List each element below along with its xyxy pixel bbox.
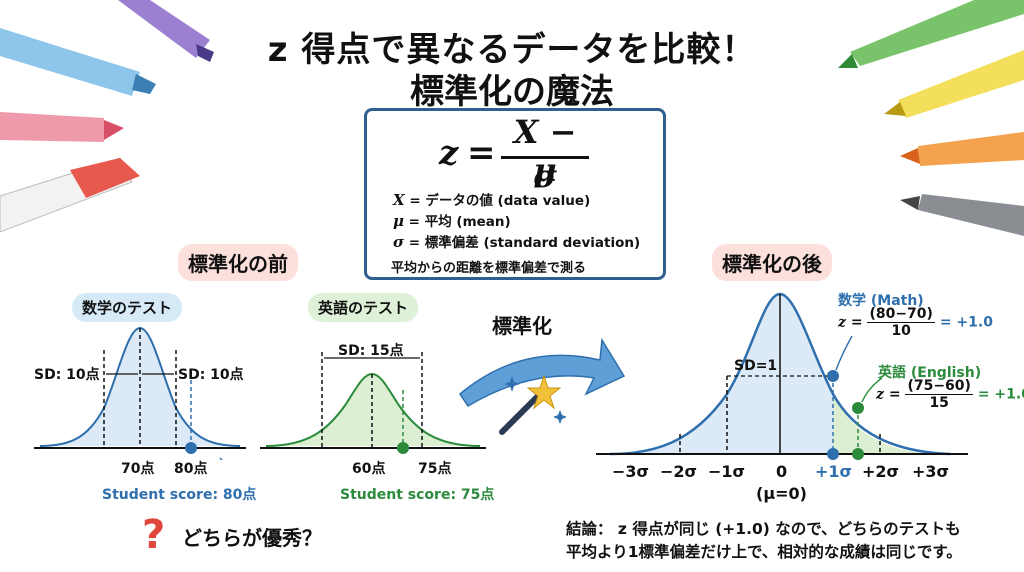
conclusion-line2: 平均より1標準偏差だけ上で、相対的な成績は同じです。 <box>566 543 962 561</box>
red-marker-icon <box>0 157 140 233</box>
markers-right <box>838 0 1024 236</box>
math-student-score: Student score: 80点 <box>102 487 257 503</box>
standard-curve-fill-blue <box>610 294 833 454</box>
standard-mean-label: (μ=0) <box>756 484 807 503</box>
english-distribution-chart <box>260 352 486 454</box>
green-marker-icon <box>838 0 1024 68</box>
math-pointer-arrow <box>219 457 223 460</box>
english-z-label: 英語 (English) <box>878 365 982 381</box>
english-test-label: 英語のテスト <box>308 293 419 322</box>
english-z-point-curve <box>852 402 864 414</box>
math-sd-right-label: SD: 10点 <box>178 367 244 383</box>
markers-left <box>0 0 214 233</box>
formula-note: 平均からの距離を標準偏差で測る <box>391 261 587 276</box>
purple-marker-icon <box>118 0 214 62</box>
orange-marker-icon <box>900 132 1024 166</box>
math-callout-arrow <box>835 335 853 371</box>
math-mean-label: 70点 <box>121 461 155 477</box>
english-score-label: 75点 <box>418 461 452 477</box>
formula-fraction-bar <box>501 156 589 159</box>
before-heading: 標準化の前 <box>178 244 298 281</box>
math-student-point <box>185 442 197 454</box>
math-sd-left-label: SD: 10点 <box>34 367 100 383</box>
formula-z: z <box>439 133 459 173</box>
math-z-formula: z = (80−70) 10 = +1.0 <box>838 306 993 340</box>
question-mark-icon: ? <box>142 512 166 558</box>
tick-minus3: −3σ <box>612 462 649 481</box>
english-z-point-axis <box>852 448 864 460</box>
formula-box: z = X − μ σ X = データの値 (data value) μ = 平… <box>364 108 666 280</box>
page-title-line1: z 得点で異なるデータを比較！ <box>267 30 757 70</box>
after-heading: 標準化の後 <box>712 244 832 281</box>
blue-marker-icon <box>0 28 156 96</box>
question-text: どちらが優秀？ <box>182 526 322 550</box>
standard-normal-chart <box>596 292 968 460</box>
tick-zero: 0 <box>776 462 788 481</box>
tick-plus3: +3σ <box>912 462 949 481</box>
standardize-arrow-label: 標準化 <box>492 314 552 338</box>
magic-wand-icon <box>499 374 567 435</box>
formula-numerator: X − μ <box>513 113 577 189</box>
english-callout-arrow <box>861 377 883 403</box>
english-z-formula: z = (75−60)15 = +1.0 <box>876 378 1024 412</box>
math-test-label: 数学のテスト <box>72 293 183 322</box>
formula-denominator: σ <box>533 157 557 195</box>
math-score-label: 80点 <box>174 461 208 477</box>
definition-sigma: σ = 標準偏差 (standard deviation) <box>393 233 641 251</box>
gray-marker-icon <box>900 194 1024 236</box>
math-z-point-curve <box>827 370 839 382</box>
english-curve-fill <box>266 374 480 446</box>
conclusion-line1: 結論： z 得点が同じ (+1.0) なので、どちらのテストも <box>566 520 961 538</box>
english-mean-label: 60点 <box>352 461 386 477</box>
page-title-line2: 標準化の魔法 <box>410 72 614 112</box>
standard-sd-label: SD=1 <box>734 358 778 374</box>
definition-x: X = データの値 (data value) <box>393 191 591 209</box>
english-student-point <box>397 442 409 454</box>
tick-plus1: +1σ <box>815 462 852 481</box>
pink-marker-icon <box>0 112 124 142</box>
standardize-arrow-icon <box>459 337 626 408</box>
tick-minus2: −2σ <box>660 462 697 481</box>
math-z-point-axis <box>827 448 839 460</box>
math-distribution-chart <box>34 326 246 460</box>
english-sd-label: SD: 15点 <box>338 343 404 359</box>
tick-plus2: +2σ <box>862 462 899 481</box>
tick-minus1: −1σ <box>708 462 745 481</box>
formula-equals: = <box>467 133 496 173</box>
math-z-label: 数学 (Math) <box>838 293 924 309</box>
definition-mu: μ = 平均 (mean) <box>393 212 511 230</box>
english-student-score: Student score: 75点 <box>340 487 495 503</box>
yellow-marker-icon <box>884 50 1024 118</box>
